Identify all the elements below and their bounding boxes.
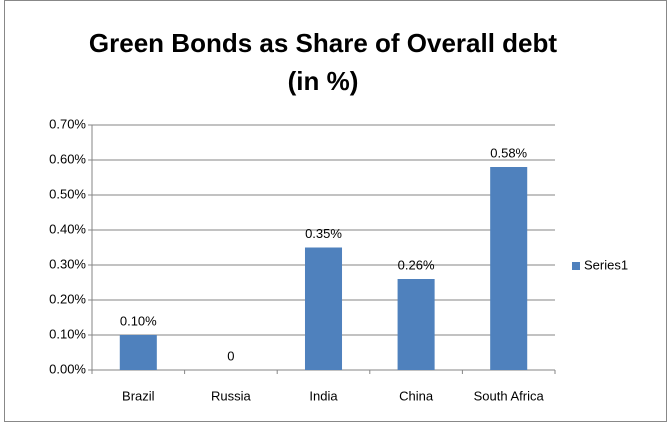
bar	[397, 279, 435, 370]
y-tick-label: 0.00%	[49, 361, 86, 376]
bar	[304, 247, 343, 370]
y-tick-label: 0.10%	[49, 326, 86, 341]
x-tick-label: Russia	[211, 388, 252, 403]
data-label: 0.35%	[305, 226, 342, 241]
chart-title: (in %)	[288, 66, 359, 96]
chart-title: Green Bonds as Share of Overall debt	[89, 28, 557, 58]
bar	[490, 167, 528, 370]
y-tick-label: 0.30%	[49, 256, 86, 271]
legend-swatch	[572, 262, 580, 270]
y-tick-label: 0.70%	[49, 116, 86, 131]
data-label: 0	[227, 348, 234, 363]
y-tick-label: 0.60%	[49, 151, 86, 166]
y-tick-label: 0.50%	[49, 186, 86, 201]
x-tick-label: South Africa	[474, 388, 545, 403]
x-tick-label: India	[309, 388, 338, 403]
data-label: 0.26%	[398, 257, 435, 272]
x-tick-label: China	[399, 388, 434, 403]
bar	[119, 335, 157, 370]
legend-label: Series1	[584, 257, 628, 272]
y-tick-label: 0.40%	[49, 221, 86, 236]
data-label: 0.58%	[490, 145, 527, 160]
x-tick-label: Brazil	[122, 388, 155, 403]
data-label: 0.10%	[120, 313, 157, 328]
y-tick-label: 0.20%	[49, 291, 86, 306]
